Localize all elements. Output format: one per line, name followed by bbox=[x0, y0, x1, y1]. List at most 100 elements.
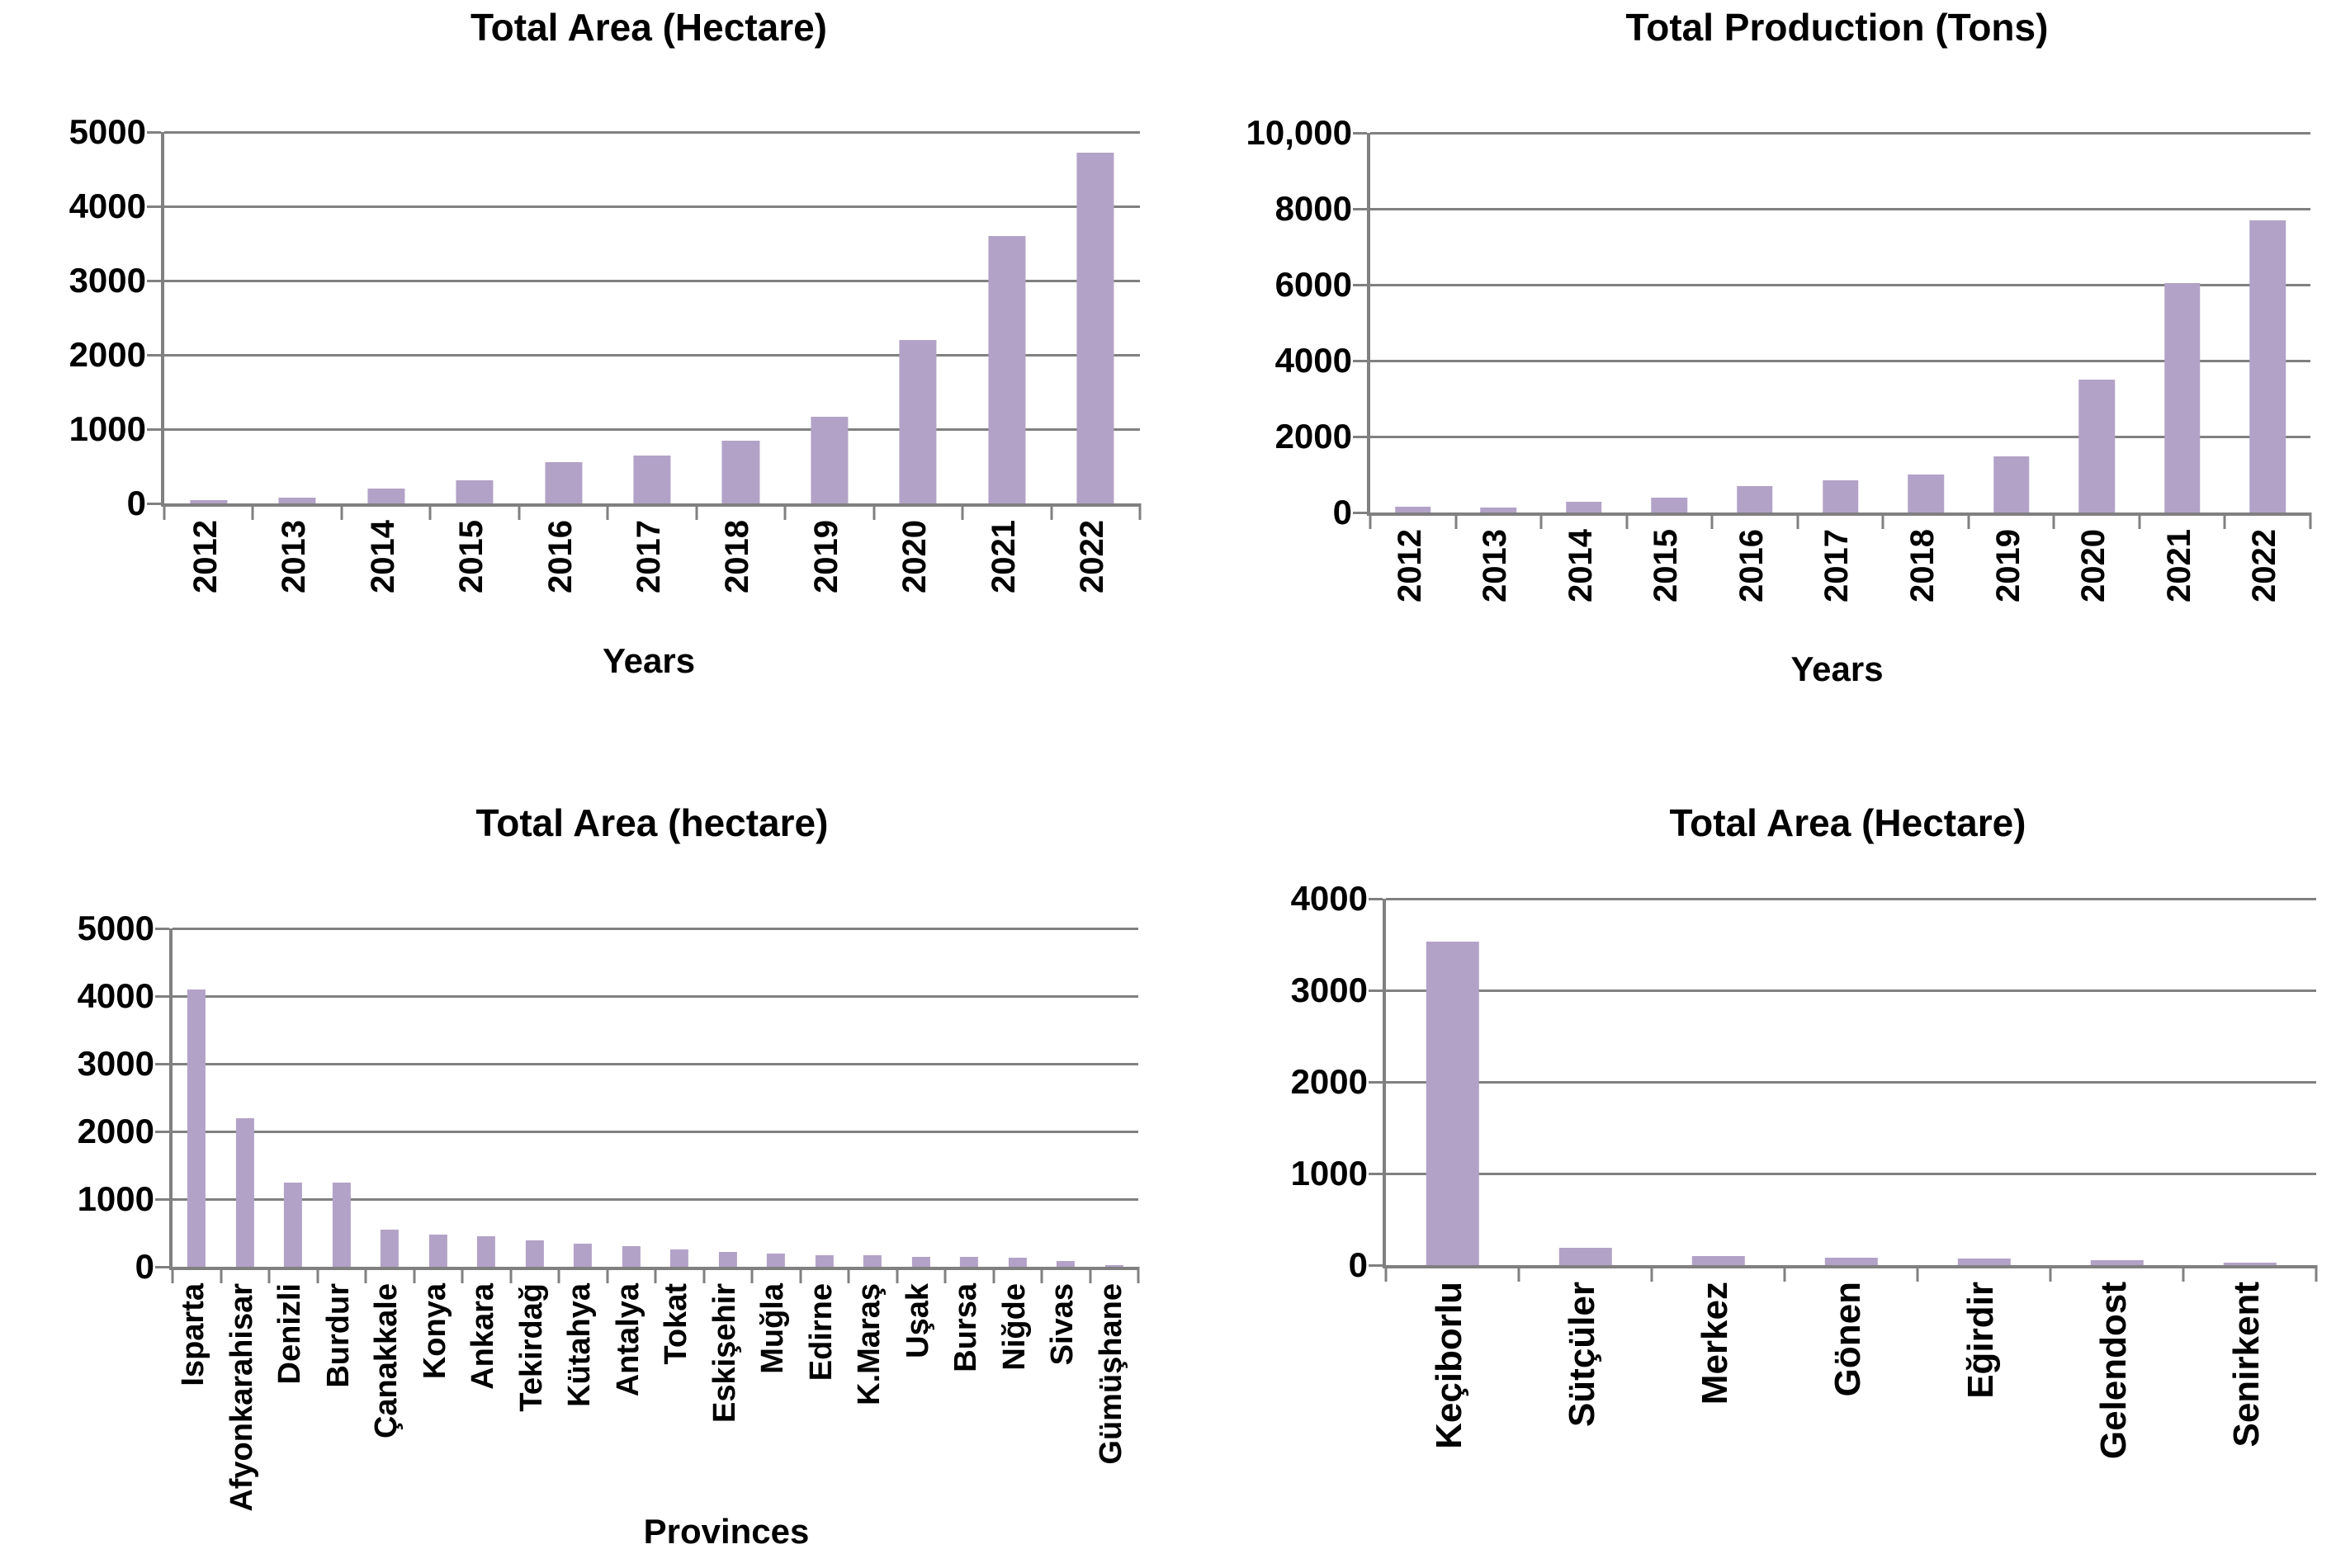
y-tick bbox=[147, 503, 161, 505]
y-axis-labels: 0 1000 2000 3000 4000 5000 bbox=[25, 911, 154, 1284]
bar bbox=[2223, 1262, 2277, 1265]
bar bbox=[1651, 497, 1688, 512]
x-tick-label: Senirkent bbox=[2225, 1282, 2267, 1448]
bar bbox=[2090, 1259, 2144, 1265]
y-tick-label: 0 bbox=[1348, 1245, 1368, 1284]
x-tick bbox=[992, 1267, 995, 1283]
y-tick-label: 2000 bbox=[1274, 417, 1352, 456]
y-tick-label: 2000 bbox=[69, 335, 146, 374]
bar bbox=[187, 989, 206, 1267]
x-axis-labels: Keçiborlu Sütçüler Merkez Gönen Eğirdir Gelen… bbox=[1383, 1282, 2313, 1529]
x-tick bbox=[1089, 1267, 1091, 1283]
bar bbox=[633, 455, 671, 503]
bar bbox=[960, 1257, 979, 1267]
y-tick bbox=[155, 1266, 169, 1268]
x-tick bbox=[2182, 1265, 2185, 1282]
x-axis-title: Years bbox=[602, 641, 696, 680]
y-tick-label: 8000 bbox=[1274, 189, 1352, 228]
y-tick bbox=[155, 1063, 169, 1065]
x-tick bbox=[316, 1267, 319, 1283]
bar bbox=[1057, 1261, 1076, 1267]
y-tick-label: 6000 bbox=[1274, 265, 1352, 304]
bar bbox=[1822, 479, 1859, 512]
y-tick-label: 4000 bbox=[77, 976, 154, 1015]
y-gridline bbox=[173, 1198, 1138, 1201]
x-tick bbox=[1881, 512, 1884, 529]
x-tick bbox=[509, 1267, 512, 1283]
bar bbox=[899, 340, 937, 503]
bar bbox=[1008, 1257, 1027, 1267]
chart-title: Total Area (Hectare) bbox=[1669, 801, 2026, 844]
x-tick bbox=[1138, 503, 1142, 520]
bar bbox=[815, 1254, 834, 1267]
bar bbox=[1558, 1247, 1612, 1265]
x-tick-label: Keçiborlu bbox=[1428, 1282, 1469, 1449]
y-tick bbox=[147, 428, 161, 431]
y-tick bbox=[155, 1198, 169, 1201]
bar bbox=[1395, 507, 1431, 512]
bar bbox=[911, 1256, 930, 1267]
x-tick bbox=[1625, 512, 1629, 529]
bar bbox=[284, 1182, 303, 1267]
y-gridline bbox=[164, 131, 1140, 134]
chart-title: Total Area (hectare) bbox=[475, 801, 829, 844]
y-tick bbox=[147, 354, 161, 357]
x-tick bbox=[702, 1267, 705, 1283]
x-tick bbox=[1796, 512, 1799, 529]
x-tick bbox=[2223, 512, 2226, 529]
chart-title: Total Area (Hectare) bbox=[470, 6, 827, 49]
x-label-cell: Senirkent bbox=[2180, 1282, 2313, 1529]
y-tick-label: 4000 bbox=[69, 187, 146, 225]
y-tick bbox=[155, 995, 169, 998]
x-tick bbox=[695, 503, 698, 520]
bar bbox=[1076, 153, 1114, 503]
x-tick bbox=[163, 503, 166, 520]
x-tick-label: Gönen bbox=[1827, 1282, 1868, 1397]
bar bbox=[811, 416, 849, 503]
bar bbox=[278, 497, 316, 503]
bar bbox=[544, 461, 583, 503]
y-gridline bbox=[1386, 898, 2316, 900]
y-gridline bbox=[1386, 1173, 2316, 1175]
bar bbox=[2163, 282, 2201, 512]
plot-area bbox=[1369, 898, 2318, 1282]
y-tick-label: 0 bbox=[1332, 493, 1352, 531]
x-tick bbox=[896, 1267, 898, 1283]
y-tick bbox=[155, 1131, 169, 1133]
y-tick bbox=[1353, 284, 1367, 286]
bar bbox=[670, 1249, 689, 1267]
x-tick bbox=[413, 1267, 415, 1283]
x-axis-title: Years bbox=[1790, 649, 1884, 688]
y-gridline bbox=[1386, 1081, 2316, 1084]
x-tick bbox=[1454, 512, 1458, 529]
x-tick bbox=[2052, 512, 2055, 529]
bar bbox=[2249, 220, 2286, 512]
bar bbox=[477, 1236, 496, 1267]
bar bbox=[1426, 942, 1479, 1265]
x-tick bbox=[251, 503, 254, 520]
x-tick bbox=[1967, 512, 1970, 529]
y-tick bbox=[147, 280, 161, 282]
y-tick-label: 0 bbox=[135, 1247, 154, 1286]
x-tick bbox=[606, 503, 609, 520]
y-tick-label: 10,000 bbox=[1246, 113, 1352, 152]
y-gridline bbox=[1386, 989, 2316, 992]
y-tick bbox=[1353, 360, 1367, 362]
y-axis-labels: 0 1000 2000 3000 4000 5000 bbox=[0, 115, 146, 521]
x-tick bbox=[428, 503, 432, 520]
x-tick bbox=[461, 1267, 464, 1283]
x-tick bbox=[1783, 1265, 1786, 1282]
y-gridline bbox=[173, 928, 1138, 930]
y-gridline bbox=[164, 280, 1140, 282]
y-gridline bbox=[173, 1063, 1138, 1065]
x-tick-label: Merkez bbox=[1694, 1282, 1735, 1405]
x-tick bbox=[518, 503, 521, 520]
bar bbox=[456, 480, 494, 503]
bar bbox=[381, 1229, 400, 1267]
x-tick bbox=[961, 503, 964, 520]
x-tick bbox=[340, 503, 343, 520]
x-tick bbox=[1369, 512, 1372, 529]
y-tick-label: 4000 bbox=[1274, 341, 1352, 380]
bar bbox=[1957, 1258, 2011, 1265]
